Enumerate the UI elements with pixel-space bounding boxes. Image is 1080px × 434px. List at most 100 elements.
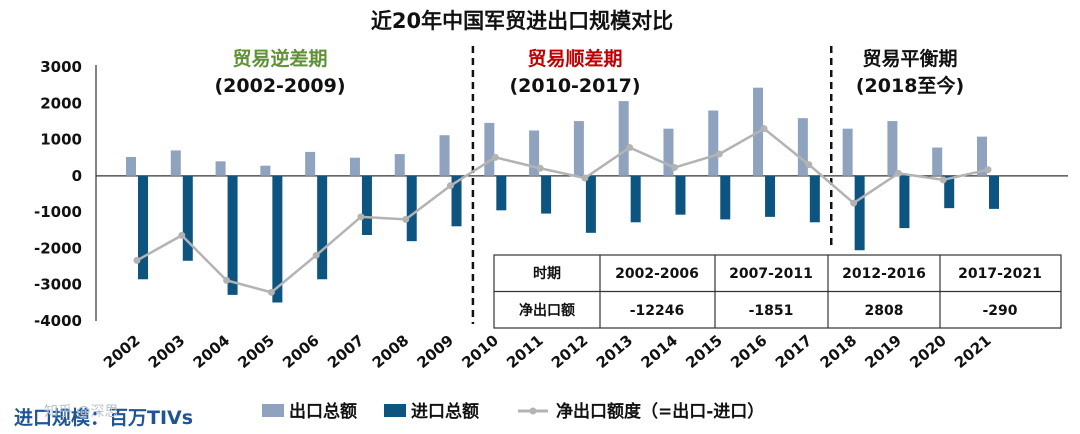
- import-bar: [944, 175, 955, 209]
- net-export-point: [312, 251, 320, 259]
- x-tick-label: 2005: [234, 331, 278, 372]
- import-bar: [854, 175, 865, 251]
- legend-label-import: 进口总额: [411, 401, 479, 422]
- x-tick-label: 2013: [593, 331, 637, 372]
- table-header-cell: 2007-2011: [729, 266, 813, 282]
- x-tick-label: 2008: [369, 331, 413, 372]
- y-tick-label: 1000: [40, 131, 82, 149]
- net-export-point: [850, 199, 858, 207]
- import-bar: [227, 175, 238, 295]
- net-export-line: [136, 127, 989, 294]
- export-bar: [977, 136, 987, 176]
- x-tick-labels: 2002 2003 2004 2005 2006 2007 2008 2009 2010 2011…: [100, 331, 995, 372]
- net-export-point: [133, 256, 141, 264]
- table-header-cell: 2012-2016: [842, 266, 926, 282]
- export-bar: [349, 157, 360, 176]
- period-3-label: 贸易平衡期: [862, 47, 957, 70]
- period-2-label: 贸易顺差期: [527, 47, 622, 70]
- import-bar: [630, 175, 641, 223]
- period-labels: 贸易逆差期 (2002-2009) 贸易顺差期 (2010-2017) 贸易平衡…: [214, 47, 964, 97]
- import-bar: [182, 175, 193, 261]
- x-tick-label: 2009: [414, 331, 458, 372]
- table-header-cell: 2002-2006: [615, 266, 699, 282]
- export-bar: [842, 128, 853, 176]
- export-bar: [215, 161, 226, 176]
- net-export-point: [760, 125, 768, 133]
- legend-swatch-export: [262, 404, 284, 417]
- table-value-cell: 2808: [865, 303, 904, 319]
- import-bar: [675, 175, 686, 215]
- net-export-point: [223, 276, 231, 284]
- net-export-point: [491, 153, 499, 161]
- y-tick-label: 3000: [40, 58, 82, 76]
- bar-marks: [126, 87, 999, 303]
- x-tick-label: 2004: [190, 331, 234, 372]
- legend-swatch-net-marker: [529, 407, 537, 415]
- net-export-table: 时期 2002-2006 2007-2011 2012-2016 2017-20…: [493, 254, 1062, 329]
- period-1-label: 贸易逆差期: [232, 47, 327, 70]
- period-2-range: (2010-2017): [509, 75, 640, 97]
- table-value-cell: -290: [982, 303, 1017, 319]
- x-tick-label: 2003: [145, 331, 189, 372]
- table-row-label: 净出口额: [519, 302, 575, 319]
- x-tick-label: 2007: [324, 331, 368, 372]
- x-tick-label: 2014: [637, 331, 681, 372]
- x-tick-label: 2018: [817, 331, 861, 372]
- net-export-point: [357, 213, 365, 221]
- unit-label-bg: [0, 398, 260, 434]
- legend-label-net: 净出口额度（=出口-进口）: [556, 401, 764, 422]
- import-bar: [809, 175, 820, 223]
- x-tick-label: 2020: [906, 331, 950, 372]
- x-tick-label: 2015: [682, 331, 726, 372]
- net-export-point: [402, 215, 410, 223]
- import-bar: [272, 175, 283, 303]
- export-bar: [529, 130, 540, 176]
- y-tick-label: 2000: [40, 94, 82, 112]
- table-header-cell: 2017-2021: [958, 266, 1042, 282]
- legend-swatch-import: [384, 404, 406, 417]
- chart-title: 近20年中国军贸进出口规模对比: [371, 9, 673, 33]
- export-bar: [573, 121, 584, 176]
- import-bar: [765, 175, 776, 217]
- import-bar: [496, 175, 507, 211]
- export-bar: [663, 128, 674, 176]
- import-bar: [899, 175, 910, 229]
- export-bar: [170, 150, 181, 176]
- import-bar: [361, 175, 372, 236]
- export-bar: [484, 122, 495, 176]
- net-export-point: [626, 144, 634, 152]
- table-value-cell: -12246: [630, 303, 685, 319]
- import-bar: [406, 175, 417, 242]
- import-bar: [317, 175, 328, 280]
- import-bar: [989, 175, 999, 209]
- x-tick-label: 2011: [503, 331, 547, 372]
- import-bar: [585, 175, 596, 233]
- period-1-range: (2002-2009): [214, 75, 345, 97]
- import-bar: [451, 175, 462, 227]
- net-line-marks: [133, 125, 992, 296]
- import-bar: [541, 175, 552, 214]
- export-bar: [394, 154, 405, 176]
- y-tick-label: -3000: [34, 276, 82, 294]
- x-tick-label: 2010: [458, 331, 502, 372]
- legend-label-export: 出口总额: [289, 401, 357, 422]
- y-tick-label: -4000: [34, 312, 82, 330]
- export-bar: [797, 118, 808, 176]
- export-bar: [887, 121, 898, 176]
- net-export-point: [805, 161, 813, 169]
- period-3-range: (2018至今): [856, 74, 964, 97]
- x-tick-label: 2006: [279, 331, 323, 372]
- net-export-point: [939, 176, 947, 184]
- y-tick-labels: 3000 2000 1000 0 -1000 -2000 -3000 -4000: [34, 58, 82, 330]
- net-export-point: [267, 288, 275, 296]
- export-bar: [932, 147, 943, 176]
- table-value-cell: -1851: [749, 303, 794, 319]
- watermark: 知乎 @深思: [44, 403, 118, 420]
- export-bar: [126, 156, 136, 176]
- x-tick-label: 2002: [100, 331, 144, 372]
- export-bar: [305, 151, 316, 176]
- x-tick-label: 2019: [861, 331, 905, 372]
- net-export-point: [984, 166, 992, 174]
